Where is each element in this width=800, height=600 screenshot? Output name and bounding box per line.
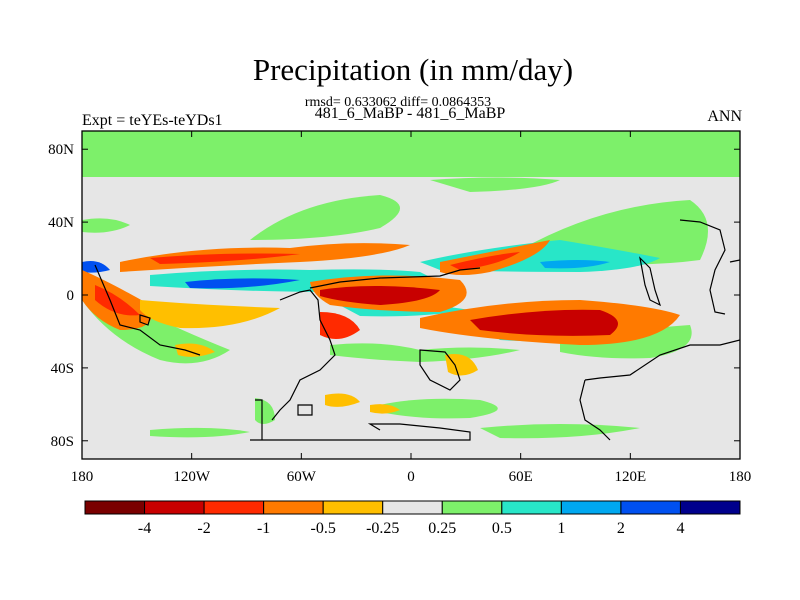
colorbar-swatch [203,500,265,515]
colorbar-swatch [679,500,741,515]
colorbar-label: -2 [197,520,210,537]
arctic-band [82,131,740,177]
colorbar-label: 0.5 [492,520,512,537]
green-patch [255,398,275,424]
red-band [150,253,300,264]
colorbar-label: -4 [138,520,151,537]
coastline [639,256,662,307]
statistics-line: rmsd= 0.633062 diff= 0.0864353 [304,95,492,110]
coastline [297,404,313,416]
coastline [729,259,740,263]
season-label: ANN [707,108,742,125]
coastline [271,289,336,421]
longitude-ticks: 180 120W 60W 0 60E 120E 180 [71,131,752,485]
lon-tick-label: 120E [614,469,646,485]
experiment-label: Expt = teYEs-teYDs1 [82,112,223,129]
green-patch [430,177,560,192]
coastline [94,264,201,356]
green-patch [380,398,498,419]
green-patch [480,424,640,439]
colorbar-label: -1 [257,520,270,537]
colorbar-swatch [560,500,622,515]
colorbar-swatch [84,500,146,515]
case-line: 481_6_MaBP - 481_6_MaBP [314,105,506,122]
colorbar-swatch [322,500,384,515]
colorbar-swatch [263,500,324,515]
colorbar-swatch [382,500,443,515]
coastline [419,349,461,391]
green-patch [82,218,130,233]
lon-tick-label: 180 [729,469,752,485]
darkred-patch [320,286,440,305]
colorbar-label: -0.25 [366,520,399,537]
colorbar-label: -0.5 [311,520,336,537]
green-patch [250,195,400,240]
yellow-patch [175,343,215,357]
green-patch [330,343,520,362]
lat-tick-label: 0 [67,288,75,304]
coastline [679,219,726,315]
darkred-patch [470,309,618,336]
lon-tick-label: 180 [71,469,94,485]
yellow-patch [445,354,478,376]
colorbar-label: 1 [557,520,565,537]
coastline [584,339,740,381]
lon-tick-label: 120W [173,469,211,485]
coastlines [94,219,740,441]
yellow-patch [325,393,360,407]
coastline [250,423,471,441]
colorbar-label: 4 [676,520,684,537]
coastline [139,314,151,326]
colorbar-label: 0.25 [428,520,456,537]
colorbar-swatch [144,500,205,515]
colorbar-swatch [501,500,562,515]
lat-tick-label: 80N [48,142,74,158]
colorbar: -4 -2 -1 -0.5 -0.25 0.25 0.5 1 2 4 [84,500,741,537]
yellow-patch [370,404,400,414]
colorbar-swatch [620,500,681,515]
coastline [255,399,263,440]
lon-tick-label: 60W [287,469,317,485]
plot-title: Precipitation (in mm/day) [252,52,574,87]
yellow-patch [140,300,280,329]
lon-tick-label: 60E [509,469,533,485]
lat-tick-label: 40N [48,215,74,231]
blue-band [540,260,610,269]
blue-band [185,278,300,289]
green-patch [150,427,250,438]
lon-tick-label: 0 [407,469,415,485]
lat-tick-label: 40S [51,361,74,377]
coastline [579,379,611,441]
coastline [309,267,481,289]
lat-tick-label: 80S [51,434,74,450]
red-patch [450,252,520,270]
colorbar-label: 2 [617,520,625,537]
map-field [82,131,740,459]
latitude-ticks: 80N 40N 0 40S 80S [48,142,740,450]
red-patch [320,312,360,339]
colorbar-swatch [441,500,503,515]
